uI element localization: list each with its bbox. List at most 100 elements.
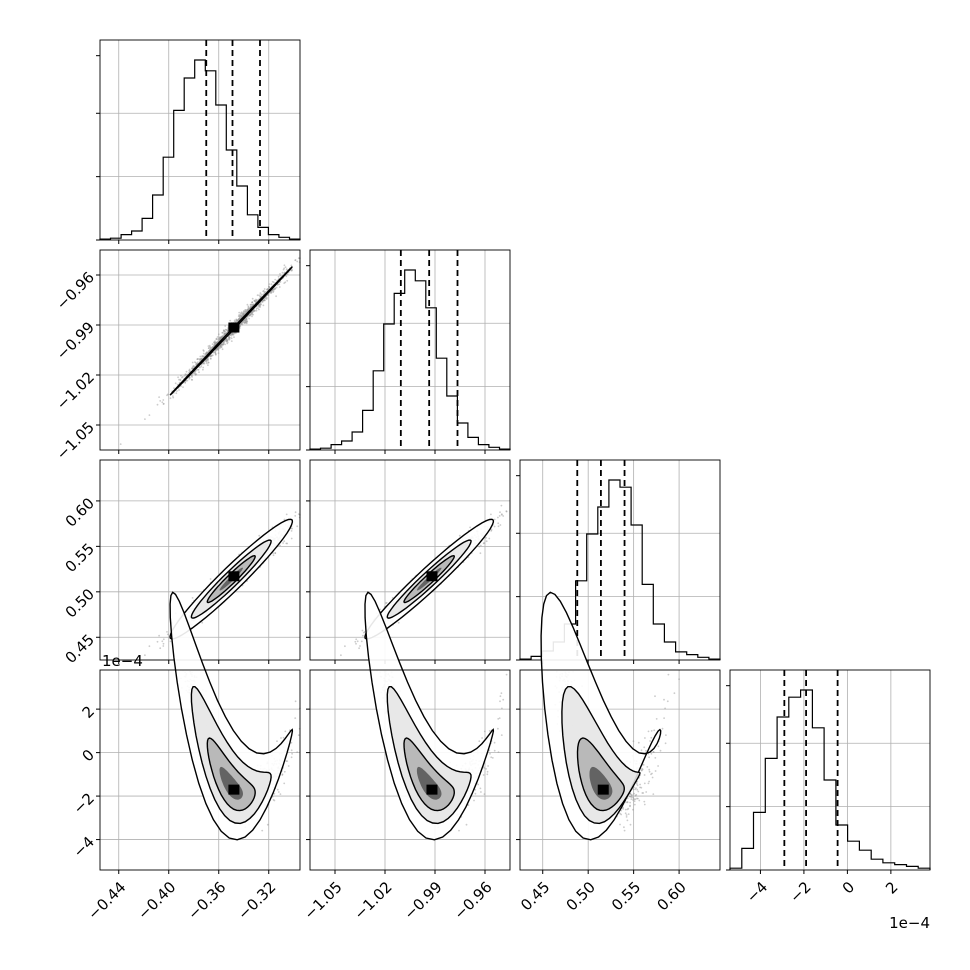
scatter-point bbox=[264, 299, 266, 302]
scatter-point bbox=[239, 313, 242, 316]
scatter-point bbox=[485, 536, 487, 539]
scatter-point bbox=[498, 515, 501, 517]
scatter-point bbox=[198, 366, 201, 369]
scatter-point bbox=[265, 288, 268, 291]
scatter-point bbox=[285, 542, 288, 545]
scatter-point bbox=[191, 367, 194, 370]
scatter-point bbox=[493, 518, 496, 521]
scatter-point bbox=[181, 376, 183, 379]
scatter-point bbox=[162, 399, 165, 401]
scatter-point bbox=[290, 530, 293, 532]
panel-frame bbox=[99, 249, 301, 451]
scatter-point bbox=[185, 370, 188, 373]
scatter-point bbox=[209, 357, 212, 360]
scatter-point bbox=[274, 552, 277, 554]
scatter-point bbox=[479, 552, 482, 555]
scatter-point bbox=[180, 374, 182, 377]
scatter-panel-1-2 bbox=[96, 249, 301, 454]
scatter-point bbox=[272, 554, 275, 557]
scatter-point bbox=[166, 631, 168, 633]
scatter-point bbox=[270, 291, 273, 294]
scatter-point bbox=[236, 318, 238, 321]
scatter-point bbox=[248, 317, 251, 320]
scatter-point bbox=[290, 264, 293, 267]
scatter-point bbox=[501, 514, 503, 516]
scatter-point bbox=[294, 717, 297, 719]
scatter-point bbox=[224, 332, 226, 335]
scatter-point bbox=[202, 355, 205, 358]
scatter-point bbox=[254, 300, 257, 302]
scatter-point bbox=[290, 741, 293, 744]
scatter-point bbox=[238, 317, 240, 320]
panel-frame bbox=[99, 459, 301, 661]
scatter-point bbox=[497, 516, 499, 519]
scatter-point bbox=[283, 264, 286, 267]
scatter-point bbox=[224, 343, 227, 346]
scatter-point bbox=[275, 286, 278, 289]
scatter-point bbox=[225, 329, 227, 331]
scatter-point bbox=[482, 542, 485, 545]
scatter-point bbox=[361, 629, 364, 632]
scatter-point bbox=[249, 313, 252, 316]
scatter-point bbox=[216, 336, 219, 338]
scatter-point bbox=[233, 319, 236, 322]
scatter-point bbox=[283, 770, 286, 773]
scatter-point bbox=[263, 288, 266, 290]
scatter-point bbox=[354, 640, 357, 643]
scatter-point bbox=[159, 400, 162, 402]
scatter-point bbox=[162, 403, 165, 405]
scatter-point bbox=[490, 513, 492, 516]
scatter-point bbox=[251, 297, 254, 300]
scatter-point bbox=[179, 378, 182, 381]
scatter-point bbox=[266, 823, 269, 826]
scatter-point bbox=[208, 347, 210, 349]
scatter-point bbox=[360, 640, 363, 643]
scatter-point bbox=[283, 540, 286, 543]
scatter-point bbox=[159, 647, 162, 650]
scatter-point bbox=[272, 291, 274, 293]
scatter-point bbox=[177, 376, 180, 379]
scatter-point bbox=[215, 338, 218, 341]
scatter-point bbox=[225, 339, 228, 342]
scatter-point bbox=[296, 260, 299, 263]
scatter-point bbox=[219, 345, 222, 347]
scatter-panel-1-3 bbox=[96, 459, 301, 664]
density-peak bbox=[228, 322, 240, 333]
scatter-point bbox=[255, 307, 258, 310]
scatter-point bbox=[217, 333, 220, 336]
scatter-point bbox=[200, 365, 203, 368]
scatter-point bbox=[217, 352, 220, 354]
scatter-point bbox=[173, 387, 175, 389]
scatter-point bbox=[255, 309, 258, 312]
scatter-point bbox=[222, 341, 225, 343]
scatter-point bbox=[255, 299, 258, 302]
scatter-point bbox=[262, 290, 265, 292]
scatter-point bbox=[144, 418, 146, 420]
scatter-point bbox=[397, 621, 400, 624]
scatter-point bbox=[362, 634, 364, 637]
scatter-point bbox=[265, 298, 268, 300]
density-peak bbox=[228, 571, 240, 582]
scatter-point bbox=[169, 640, 172, 643]
scatter-point bbox=[206, 362, 208, 365]
scatter-point bbox=[497, 522, 500, 525]
scatter-point bbox=[183, 374, 186, 377]
scatter-point bbox=[202, 366, 205, 369]
scatter-point bbox=[244, 310, 247, 313]
scatter-point bbox=[210, 354, 212, 357]
scatter-point bbox=[216, 341, 218, 344]
scatter-point bbox=[469, 526, 471, 529]
scatter-point bbox=[199, 355, 202, 358]
scatter-point bbox=[186, 379, 189, 382]
scatter-point bbox=[294, 515, 297, 517]
scatter-point bbox=[278, 286, 281, 288]
scatter-point bbox=[205, 361, 208, 363]
scatter-point bbox=[493, 525, 496, 528]
scatter-point bbox=[297, 734, 300, 736]
scatter-point bbox=[259, 292, 262, 294]
scatter-point bbox=[227, 337, 230, 340]
scatter-point bbox=[198, 371, 200, 374]
scatter-point bbox=[259, 303, 262, 306]
scatter-point bbox=[287, 765, 290, 767]
scatter-point bbox=[283, 782, 286, 785]
